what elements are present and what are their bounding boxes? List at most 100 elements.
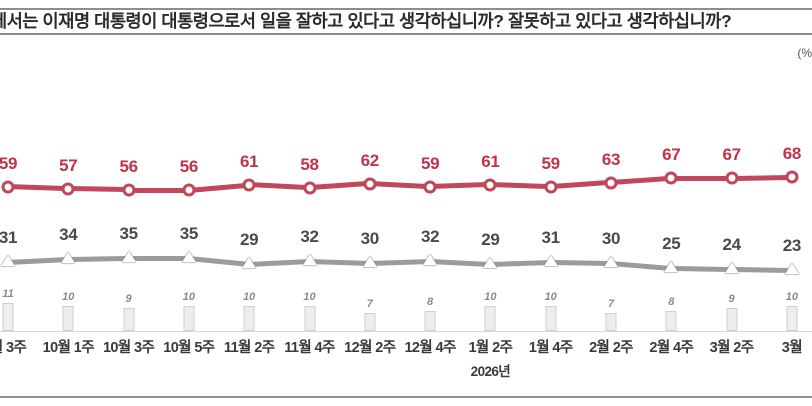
data-point-label: 61 xyxy=(481,151,500,171)
data-point-marker xyxy=(181,251,196,263)
data-point-label: 59 xyxy=(541,153,561,173)
page-title: 에서는 이재명 대통령이 대통령으로서 일을 잘하고 있다고 생각하십니까? 잘… xyxy=(0,11,732,31)
data-point-label: 29 xyxy=(240,230,259,249)
bar-item xyxy=(62,305,74,331)
bar-item xyxy=(364,313,376,331)
bar-item xyxy=(424,310,436,331)
data-point-marker xyxy=(1,180,15,194)
data-point-label: 59 xyxy=(420,153,440,173)
bar-value-label: 7 xyxy=(366,298,373,311)
bar-value-label: 9 xyxy=(125,293,132,306)
chart-plot-area xyxy=(0,100,812,332)
data-point-label: 30 xyxy=(601,229,621,248)
data-point-marker xyxy=(483,257,498,269)
x-axis-tick-label: 10월 1주 xyxy=(42,340,95,356)
line-segment xyxy=(731,174,792,181)
data-point-label: 68 xyxy=(782,144,802,164)
bar-item xyxy=(183,305,195,331)
data-point-label: 25 xyxy=(662,234,681,253)
bar-value-label: 10 xyxy=(785,290,799,303)
unit-label: (%) xyxy=(797,46,812,60)
data-point-marker xyxy=(784,263,799,275)
x-axis-tick-label: 2월 2주 xyxy=(589,340,633,356)
bar-item xyxy=(605,313,617,331)
x-axis-tick-label: 10월 3주 xyxy=(102,340,155,356)
top-rule-upper xyxy=(0,8,812,10)
x-axis-line xyxy=(0,331,812,332)
data-point-marker xyxy=(543,255,558,267)
data-point-label: 67 xyxy=(662,145,681,165)
data-point-marker xyxy=(423,180,437,194)
data-point-label: 29 xyxy=(481,230,500,249)
data-point-marker xyxy=(724,262,739,274)
x-axis-tick-label: 월 3주 xyxy=(0,340,27,356)
data-point-marker xyxy=(604,256,618,268)
data-point-label: 35 xyxy=(119,224,138,243)
data-point-label: 32 xyxy=(300,227,319,246)
data-point-label: 63 xyxy=(601,149,621,169)
data-point-marker xyxy=(664,261,679,273)
x-axis-tick-label: 11월 2주 xyxy=(223,340,275,356)
bar-value-label: 8 xyxy=(668,295,675,308)
x-axis-tick-label: 12월 2주 xyxy=(344,340,396,356)
bar-value-label: 10 xyxy=(62,290,75,303)
data-point-label: 62 xyxy=(360,150,380,170)
bar-item xyxy=(786,305,798,331)
bar-item xyxy=(726,308,738,331)
data-point-label: 34 xyxy=(59,225,78,244)
line-segment xyxy=(68,255,129,262)
bar-value-label: 10 xyxy=(243,290,256,303)
data-point-marker xyxy=(303,181,316,195)
bar-item xyxy=(123,308,135,331)
bar-item xyxy=(484,305,496,331)
data-point-label: 56 xyxy=(179,157,199,176)
line-segment xyxy=(731,266,792,273)
data-point-label: 31 xyxy=(0,228,18,247)
data-point-label: 24 xyxy=(722,235,741,254)
data-point-marker xyxy=(362,256,377,268)
x-axis-tick-label: 3월 2주 xyxy=(709,340,754,356)
data-point-label: 32 xyxy=(420,227,440,246)
data-point-label: 23 xyxy=(782,236,802,255)
data-point-marker xyxy=(363,177,377,191)
bar-value-label: 7 xyxy=(607,298,615,311)
x-axis-tick-label: 11월 4주 xyxy=(284,340,335,356)
data-point-marker xyxy=(785,170,799,184)
x-axis-tick-label: 3월 xyxy=(781,340,803,356)
bar-item xyxy=(2,302,14,331)
data-point-label: 35 xyxy=(179,224,199,243)
x-axis-tick-label: 10월 5주 xyxy=(163,340,215,356)
bar-value-label: 11 xyxy=(2,287,14,300)
line-segment xyxy=(671,265,732,272)
line-segment xyxy=(128,255,189,261)
x-axis-tick-label: 12월 4주 xyxy=(404,340,456,356)
x-axis-tick-label: 1월 4주 xyxy=(528,340,573,356)
data-point-label: 58 xyxy=(300,154,319,174)
data-point-marker xyxy=(302,254,317,266)
year-marker-label: 2026년 xyxy=(470,364,511,379)
data-point-label: 56 xyxy=(119,157,138,176)
data-point-marker xyxy=(664,171,678,185)
bar-value-label: 10 xyxy=(544,290,557,303)
bar-item xyxy=(665,310,677,331)
line-segment xyxy=(128,187,189,193)
top-rule-lower xyxy=(0,33,812,35)
line-segment xyxy=(671,175,732,181)
bar-value-label: 10 xyxy=(182,290,196,303)
data-point-marker xyxy=(423,254,438,266)
data-point-marker xyxy=(483,178,497,192)
data-point-marker xyxy=(182,183,196,197)
bar-value-label: 9 xyxy=(728,293,735,306)
data-point-marker xyxy=(121,251,136,263)
bottom-rule xyxy=(0,396,812,398)
bar-value-label: 10 xyxy=(303,290,316,303)
data-point-marker xyxy=(242,178,256,192)
data-point-label: 30 xyxy=(360,229,380,248)
data-point-marker xyxy=(122,183,136,197)
data-point-marker xyxy=(242,257,257,269)
data-point-marker xyxy=(544,180,558,194)
line-segment xyxy=(550,259,612,266)
data-point-marker xyxy=(1,255,15,267)
bar-item xyxy=(545,305,557,331)
